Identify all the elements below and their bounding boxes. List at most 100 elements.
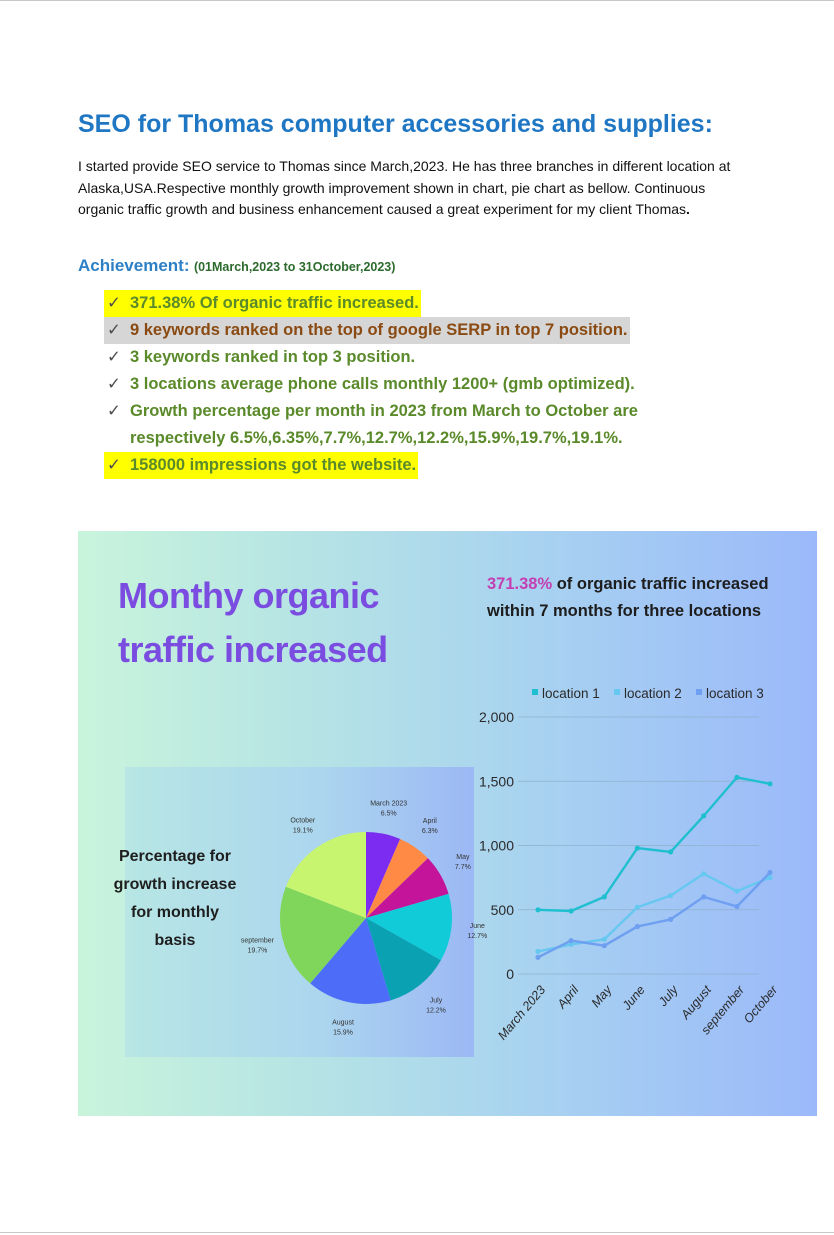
- x-tick-label: July: [655, 982, 681, 1009]
- intro-end: .: [686, 201, 690, 217]
- y-tick-label: 2,000: [479, 709, 514, 725]
- achievement-row: ✓ 158000 impressions got the website.: [104, 452, 724, 479]
- data-point: [767, 875, 773, 881]
- infographic-panel: Monthy organic traffic increased Percent…: [78, 531, 817, 1116]
- legend-label: location 3: [706, 686, 764, 701]
- achievement-list: ✓ 371.38% Of organic traffic increased. ✓…: [104, 290, 724, 479]
- intro-line: bellow. Continuous organic traffic growt…: [78, 179, 706, 218]
- series-line: [537, 871, 771, 959]
- data-point: [601, 943, 607, 949]
- data-point: [701, 894, 707, 900]
- achievement-text: 371.38% Of organic traffic increased.: [130, 294, 419, 312]
- infographic-title: Monthy organic traffic increased: [118, 569, 388, 677]
- page-bottom-border: [0, 1232, 834, 1233]
- pie-slice: [366, 893, 452, 961]
- pie-slice: [280, 886, 366, 984]
- x-tick-label: April: [554, 982, 582, 1012]
- data-point: [634, 923, 641, 930]
- page-title: SEO for Thomas computer accessories and …: [78, 110, 713, 138]
- series-line: [537, 872, 771, 953]
- headline-percent: 371.38%: [487, 575, 553, 593]
- x-tick-label: May: [589, 982, 615, 1010]
- pie-slice: [366, 832, 401, 918]
- data-point: [767, 781, 773, 787]
- achievement-text: 158000 impressions got the website.: [130, 456, 417, 474]
- data-point: [535, 948, 541, 955]
- achievement-item: ✓ 158000 impressions got the website.: [104, 452, 419, 479]
- data-point: [767, 869, 773, 876]
- achievement-item: ✓ 3 keywords ranked in top 3 position.: [104, 344, 724, 371]
- check-icon: ✓: [107, 321, 121, 339]
- traffic-headline: 371.38% of organic traffic increased wit…: [487, 571, 787, 624]
- y-tick-label: 0: [506, 966, 514, 982]
- x-tick-label: March 2023: [495, 983, 548, 1043]
- data-point: [568, 941, 574, 947]
- legend-label: location 1: [542, 686, 600, 701]
- check-icon: ✓: [107, 402, 121, 420]
- check-icon: ✓: [107, 456, 121, 474]
- y-tick-label: 500: [491, 902, 515, 918]
- intro-line: location at Alaska,USA.Respective monthl…: [78, 158, 731, 196]
- data-point: [701, 871, 707, 877]
- pie-value-label: 7.7%: [455, 864, 471, 871]
- pie-value-label: 15.9%: [333, 1030, 353, 1037]
- data-point: [668, 916, 674, 922]
- achievement-label: Achievement:: [78, 256, 190, 275]
- achievement-item: ✓ 9 keywords ranked on the top of google …: [104, 317, 630, 344]
- legend-swatch: [614, 689, 620, 695]
- pie-label: March 2023: [370, 800, 407, 807]
- pie-value-label: 19.1%: [293, 828, 313, 835]
- pie-label: August: [332, 1020, 354, 1027]
- check-icon: ✓: [107, 348, 121, 366]
- pie-label: July: [430, 998, 443, 1005]
- achievement-text: Growth percentage per month in 2023 from…: [130, 402, 638, 447]
- data-point: [734, 903, 740, 910]
- intro-line: for my client Thomas: [556, 201, 687, 217]
- pie-label: May: [456, 854, 470, 861]
- check-icon: ✓: [107, 294, 121, 312]
- y-tick-label: 1,500: [479, 773, 514, 789]
- data-point: [634, 845, 641, 851]
- line-chart: 0 500 1,000 1,500 2,000 March 2023 April May Jun…: [479, 686, 781, 1043]
- pie-slice: [366, 918, 441, 1001]
- pie-value-label: 6.5%: [381, 810, 397, 817]
- intro-line: I started provide SEO service to Thomas …: [78, 158, 663, 174]
- pie-slice: [366, 839, 428, 918]
- headline-text: of organic traffic increased within 7 mo…: [487, 575, 769, 620]
- data-point: [568, 908, 574, 914]
- infographic-title-line: traffic increased: [118, 629, 388, 670]
- data-point: [734, 774, 740, 780]
- pie-value-label: 19.7%: [247, 947, 267, 954]
- legend-label: location 2: [624, 686, 682, 701]
- achievement-text: 3 keywords ranked in top 3 position.: [130, 348, 416, 366]
- page-top-border: [0, 0, 834, 1]
- data-point: [668, 849, 674, 855]
- data-point: [701, 813, 707, 819]
- achievement-item: ✓ 371.38% Of organic traffic increased.: [104, 290, 421, 317]
- pie-slice: [310, 918, 391, 1004]
- pie-value-label: 12.7%: [467, 933, 487, 940]
- y-tick-label: 1,000: [479, 838, 514, 854]
- legend-swatch: [532, 689, 538, 695]
- achievement-row: ✓ 9 keywords ranked on the top of google …: [104, 317, 724, 344]
- data-point: [535, 954, 541, 960]
- pie-slice: [285, 832, 366, 918]
- intro-paragraph: I started provide SEO service to Thomas …: [78, 156, 738, 221]
- pie-caption: Percentage for growth increase for month…: [113, 848, 237, 949]
- pie-label: April: [423, 818, 437, 825]
- x-tick-label: June: [619, 983, 648, 1014]
- pie-slice: [366, 858, 449, 918]
- x-tick-label: October: [741, 982, 781, 1026]
- achievement-range: (01March,2023 to 31October,2023): [193, 260, 396, 274]
- achievement-heading: Achievement: (01March,2023 to 31October,…: [78, 256, 395, 276]
- achievement-text: 9 keywords ranked on the top of google S…: [130, 321, 628, 339]
- data-point: [734, 888, 740, 894]
- pie-chart: March 2023 6.5% April 6.3% May 7.7% June 12.7% J…: [241, 800, 487, 1037]
- achievement-text: 3 locations average phone calls monthly …: [130, 375, 635, 393]
- pie-value-label: 6.3%: [422, 828, 438, 835]
- data-point: [634, 904, 641, 910]
- pie-label: september: [241, 937, 275, 944]
- pie-label: October: [290, 818, 316, 825]
- check-icon: ✓: [107, 375, 121, 393]
- data-point: [535, 907, 541, 913]
